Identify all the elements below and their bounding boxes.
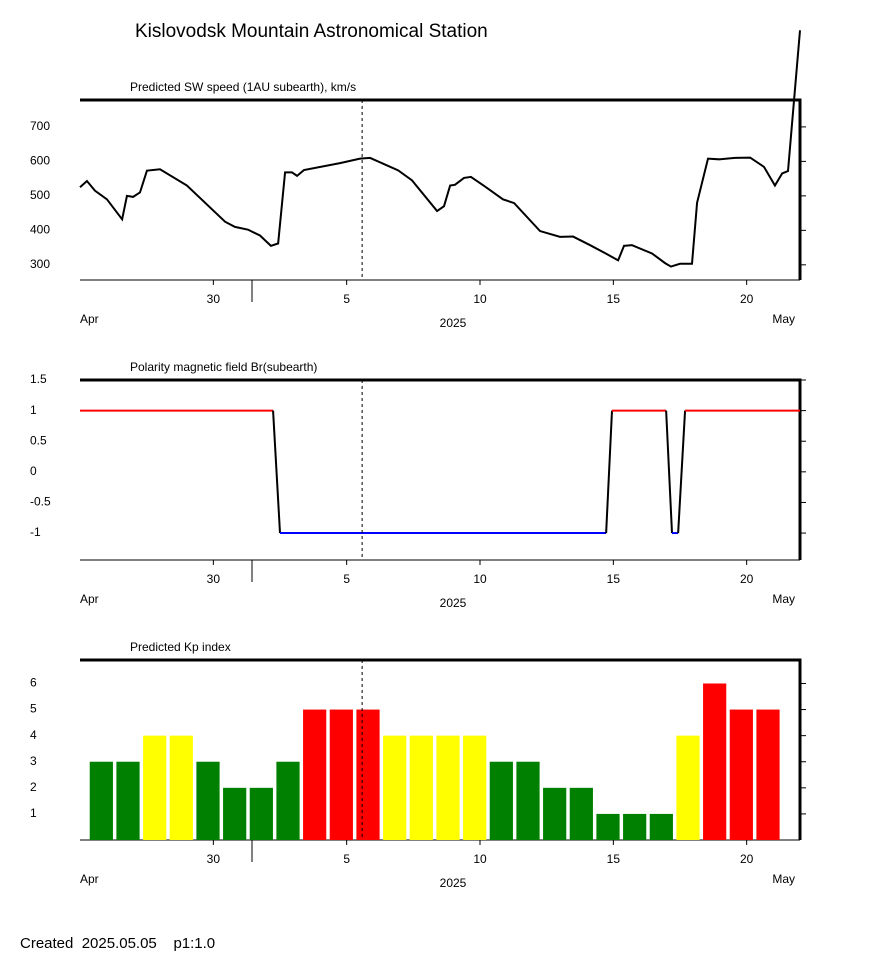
y-tick-label: 3 xyxy=(30,754,37,768)
speed-line xyxy=(79,30,801,268)
x-tick-label: 10 xyxy=(473,292,487,306)
year-label: 2025 xyxy=(440,316,467,330)
x-tick-label: 10 xyxy=(473,852,487,866)
kp-bar xyxy=(329,709,353,840)
x-tick-label: 20 xyxy=(740,292,754,306)
kp-bar xyxy=(623,813,647,840)
kp-bar xyxy=(516,761,540,840)
kp-bar xyxy=(383,735,407,840)
polarity-segment xyxy=(605,410,613,534)
polarity-segment xyxy=(665,410,673,534)
y-tick-label: 6 xyxy=(30,676,37,690)
kp-bar xyxy=(169,735,193,840)
y-tick-label: 2 xyxy=(30,780,37,794)
y-tick-label: 300 xyxy=(30,257,50,271)
kp-bar xyxy=(489,761,513,840)
kp-bar xyxy=(676,735,700,840)
x-tick-label: 5 xyxy=(343,292,350,306)
kp-bar xyxy=(356,709,380,840)
x-tick-label: 5 xyxy=(343,852,350,866)
panel-title: Polarity magnetic field Br(subearth) xyxy=(130,360,317,374)
month-label: Apr xyxy=(80,872,99,886)
kp-bar xyxy=(303,709,327,840)
panel-title: Predicted Kp index xyxy=(130,640,231,654)
kp-bar xyxy=(756,709,780,840)
x-tick-label: 5 xyxy=(343,572,350,586)
month-label: May xyxy=(772,312,795,326)
kp-bar xyxy=(463,735,487,840)
y-tick-label: 500 xyxy=(30,188,50,202)
y-tick-label: 400 xyxy=(30,223,50,237)
kp-bar xyxy=(729,709,753,840)
x-tick-label: 30 xyxy=(207,852,221,866)
month-label: Apr xyxy=(80,592,99,606)
kp-bar xyxy=(436,735,460,840)
year-label: 2025 xyxy=(440,596,467,610)
kp-bar xyxy=(409,735,433,840)
y-tick-label: -0.5 xyxy=(30,495,51,509)
kp-bar xyxy=(143,735,167,840)
kp-bar xyxy=(543,787,567,840)
month-label: May xyxy=(772,872,795,886)
kp-bar xyxy=(703,683,727,840)
kp-bar xyxy=(596,813,620,840)
kp-bar xyxy=(196,761,220,840)
y-tick-label: 600 xyxy=(30,154,50,168)
panel-title: Predicted SW speed (1AU subearth), km/s xyxy=(130,80,356,94)
x-tick-label: 15 xyxy=(607,852,621,866)
y-tick-label: 1 xyxy=(30,403,37,417)
y-tick-label: 0.5 xyxy=(30,433,47,447)
kp-bar xyxy=(649,813,673,840)
y-tick-label: 1 xyxy=(30,806,37,820)
y-tick-label: 5 xyxy=(30,702,37,716)
y-tick-label: -1 xyxy=(30,525,41,539)
x-tick-label: 30 xyxy=(207,292,221,306)
x-tick-label: 20 xyxy=(740,572,754,586)
kp-bar xyxy=(569,787,593,840)
month-label: May xyxy=(772,592,795,606)
x-tick-label: 15 xyxy=(607,572,621,586)
y-tick-label: 4 xyxy=(30,728,37,742)
y-tick-label: 1.5 xyxy=(30,372,47,386)
year-label: 2025 xyxy=(440,876,467,890)
kp-bar xyxy=(89,761,113,840)
page-title: Kislovodsk Mountain Astronomical Station xyxy=(135,21,488,42)
y-tick-label: 0 xyxy=(30,464,37,478)
footer: Created 2025.05.05 p1:1.0 xyxy=(20,935,215,952)
x-tick-label: 20 xyxy=(740,852,754,866)
polarity-segment xyxy=(272,410,281,534)
y-tick-label: 700 xyxy=(30,119,50,133)
kp-bar xyxy=(249,787,273,840)
kp-bar xyxy=(116,761,140,840)
x-tick-label: 30 xyxy=(207,572,221,586)
x-tick-label: 10 xyxy=(473,572,487,586)
polarity-segment xyxy=(677,410,687,534)
x-tick-label: 15 xyxy=(607,292,621,306)
kp-bar xyxy=(276,761,300,840)
month-label: Apr xyxy=(80,312,99,326)
kp-bar xyxy=(223,787,247,840)
